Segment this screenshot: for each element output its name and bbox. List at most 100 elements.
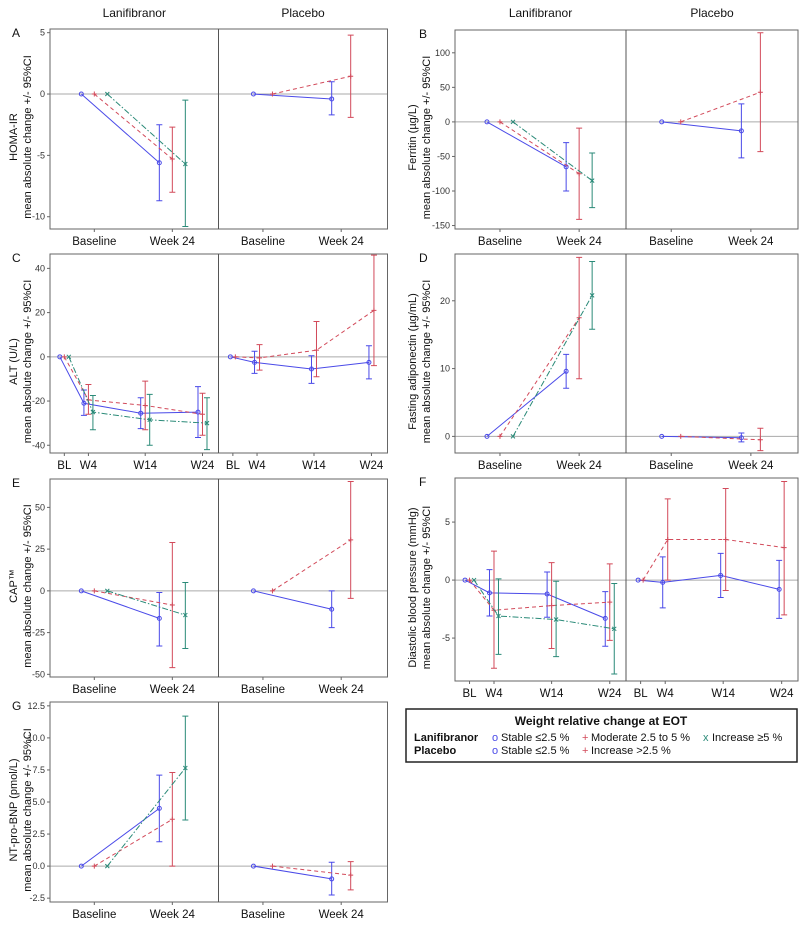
y-tick-label: 0 — [40, 352, 45, 362]
marker-plus — [91, 863, 97, 869]
series-placebo-moderate — [640, 480, 788, 616]
series-placebo-moderate — [678, 32, 764, 153]
marker-circle — [486, 590, 492, 596]
series-placebo-moderate — [269, 34, 354, 118]
marker-circle — [195, 409, 201, 415]
marker-cross — [589, 293, 595, 298]
error-bar-95ci — [328, 861, 335, 896]
marker-plus — [678, 119, 684, 125]
x-tick-label: W4 — [248, 460, 266, 472]
marker-circle — [250, 863, 256, 869]
y-axis-label: Fasting adiponectin (µg/mL) — [407, 293, 419, 430]
error-bar-95ci — [544, 571, 551, 618]
legend-item-label: Increase >2.5 % — [591, 745, 671, 757]
series-line — [253, 865, 332, 880]
series-line — [473, 579, 615, 630]
marker-plus — [607, 599, 613, 605]
series-lanifibranor-moderate — [91, 91, 176, 193]
legend: Weight relative change at EOT Lanifibrano… — [405, 708, 798, 763]
marker-circle — [484, 433, 490, 439]
marker-circle — [78, 91, 84, 97]
x-tick-label: W4 — [485, 688, 503, 700]
y-axis-label: mean absolute change +/- 95%CI — [421, 280, 433, 444]
marker-cross — [104, 91, 110, 97]
y-tick-label: 0.0 — [32, 861, 45, 871]
y-tick-label: 5 — [40, 28, 45, 38]
series-line — [680, 435, 761, 441]
marker-circle — [635, 577, 641, 583]
series-placebo-moderate — [678, 427, 764, 452]
x-tick-label: Baseline — [241, 909, 285, 921]
series-line — [59, 356, 199, 414]
marker-plus — [91, 91, 97, 97]
legend-item-label: Stable ≤2.5 % — [501, 745, 570, 757]
legend-box — [405, 708, 798, 763]
group-title-lanifibranor: Lanifibranor — [103, 6, 166, 20]
x-tick-label: Baseline — [649, 460, 693, 472]
legend-item-label: Moderate 2.5 to 5 % — [591, 732, 690, 744]
x-tick-label: Baseline — [72, 909, 116, 921]
y-tick-label: 5.0 — [32, 797, 45, 807]
y-tick-label: 0 — [445, 575, 450, 585]
y-tick-label: 100 — [435, 48, 450, 58]
x-tick-label: W4 — [657, 688, 675, 700]
series-placebo-stable — [659, 432, 745, 443]
series-line — [80, 93, 160, 164]
marker-circle — [602, 615, 608, 621]
series-placebo-stable — [227, 345, 372, 384]
marker-plus — [169, 156, 175, 162]
y-axis-label: mean absolute change +/- 95%CI — [421, 506, 433, 670]
y-axis-label: mean absolute change +/- 95%CI — [22, 728, 34, 892]
x-tick-label: W24 — [770, 688, 794, 700]
x-tick-label: W14 — [711, 688, 735, 700]
marker-plus — [678, 433, 684, 439]
series-lanifibranor-increase — [510, 119, 596, 209]
error-bar-95ci — [194, 386, 201, 439]
marker-circle — [138, 410, 144, 416]
marker-cross — [496, 613, 501, 619]
error-bar-95ci — [365, 345, 372, 380]
series-line — [661, 121, 742, 132]
series-line — [661, 435, 742, 439]
x-tick-label: W14 — [133, 460, 157, 472]
marker-circle — [776, 586, 782, 592]
marker-circle — [81, 400, 87, 406]
panel-e: E CAP™ mean absolute change +/- 95%CI 50 25 0… — [8, 476, 388, 696]
y-tick-label: 10.0 — [27, 733, 45, 743]
series-placebo-moderate — [269, 481, 354, 599]
series-line — [464, 579, 606, 619]
error-bar-95ci — [156, 592, 163, 647]
error-bar-95ci — [738, 432, 745, 443]
series-lanifibranor-increase — [510, 260, 596, 439]
x-tick-label: Baseline — [478, 236, 522, 248]
marker-circle — [329, 96, 335, 102]
marker-circle — [252, 359, 258, 365]
y-axis-label: ALT (U/L) — [8, 338, 20, 385]
series-lanifibranor-increase — [104, 582, 189, 649]
legend-item-label: Stable ≤2.5 % — [501, 732, 570, 744]
error-bar-95ci — [80, 389, 87, 416]
marker-circle — [227, 354, 233, 360]
marker-circle — [78, 588, 84, 594]
marker-circle — [156, 160, 162, 166]
x-tick-label: W24 — [598, 688, 622, 700]
marker-cross — [553, 617, 559, 622]
error-bar-95ci — [738, 103, 745, 159]
y-axis-label: CAP™ — [8, 569, 20, 603]
y-axis-label: mean absolute change +/- 95%CI — [22, 55, 34, 219]
x-tick-label: W4 — [80, 460, 98, 472]
marker-circle — [484, 119, 490, 125]
marker-plus — [549, 603, 555, 609]
x-tick-label: Week 24 — [728, 460, 774, 472]
series-line — [469, 579, 610, 611]
marker-cross — [182, 612, 188, 618]
series-lanifibranor-stable — [57, 354, 201, 439]
marker-cross — [104, 863, 110, 869]
series-line — [107, 590, 186, 616]
y-tick-label: -10 — [32, 212, 45, 222]
series-lanifibranor-stable — [78, 588, 163, 647]
legend-symbol-increase: x — [703, 732, 709, 744]
marker-circle — [659, 119, 665, 125]
marker-plus — [348, 537, 354, 543]
panel-d: D Fasting adiponectin (µg/mL) mean absolut… — [407, 251, 799, 472]
